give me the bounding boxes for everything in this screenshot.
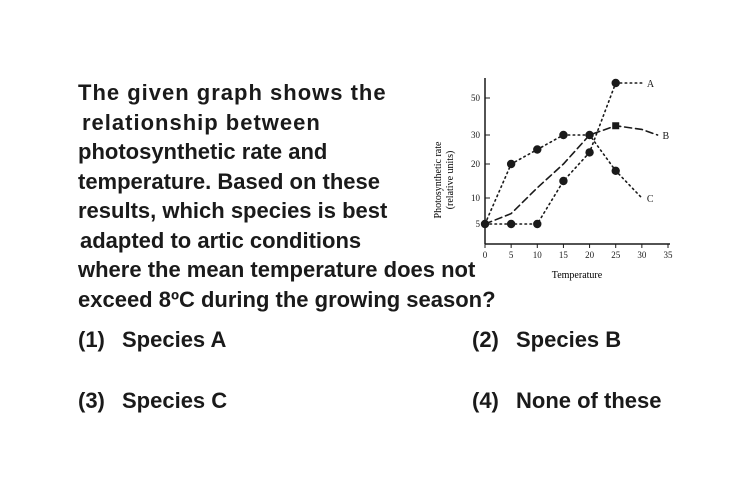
option-number: (2) [472,327,516,353]
x-tick-label: 30 [637,250,647,260]
y-tick-label: 30 [471,130,481,140]
chart-axes: 0 5 10 15 20 25 30 35 5 10 20 30 50 [471,78,673,260]
data-point [507,220,515,228]
data-point [481,220,489,228]
y-tick-label: 5 [476,219,481,229]
data-point [612,79,620,87]
chart-series: A B C [481,79,670,228]
option-number: (4) [472,388,516,414]
x-tick-label: 15 [559,250,569,260]
data-point [585,131,593,139]
data-point [507,160,515,168]
x-tick-label: 5 [509,250,514,260]
y-tick-label: 10 [471,193,481,203]
series-line-b [485,126,658,224]
x-tick-label: 25 [611,250,621,260]
data-point [559,131,567,139]
y-axis-label: Photosynthetic rate [433,141,444,218]
data-point [585,148,593,156]
x-tick-label: 10 [533,250,543,260]
data-point [533,145,541,153]
option-4[interactable]: (4) None of these [472,388,661,414]
option-2[interactable]: (2) Species B [472,327,621,353]
x-tick-label: 35 [664,250,674,260]
y-tick-label: 50 [471,93,481,103]
option-number: (3) [78,388,122,414]
option-label: None of these [516,388,661,413]
data-point [612,122,619,129]
x-axis-label: Temperature [552,270,603,281]
option-3[interactable]: (3) Species C [78,388,227,414]
series-label-b: B [663,131,670,142]
option-1[interactable]: (1) Species A [78,327,226,353]
y-axis-sublabel: (relative units) [445,151,456,210]
option-label: Species C [122,388,227,413]
series-label-c: C [647,194,654,205]
option-label: Species A [122,327,226,352]
x-tick-label: 0 [483,250,488,260]
y-tick-label: 20 [471,159,481,169]
series-label-a: A [647,79,655,90]
data-point [612,167,620,175]
option-label: Species B [516,327,621,352]
data-point [533,220,541,228]
series-line-a [485,83,642,224]
data-point [559,177,567,185]
x-tick-label: 20 [585,250,595,260]
option-number: (1) [78,327,122,353]
